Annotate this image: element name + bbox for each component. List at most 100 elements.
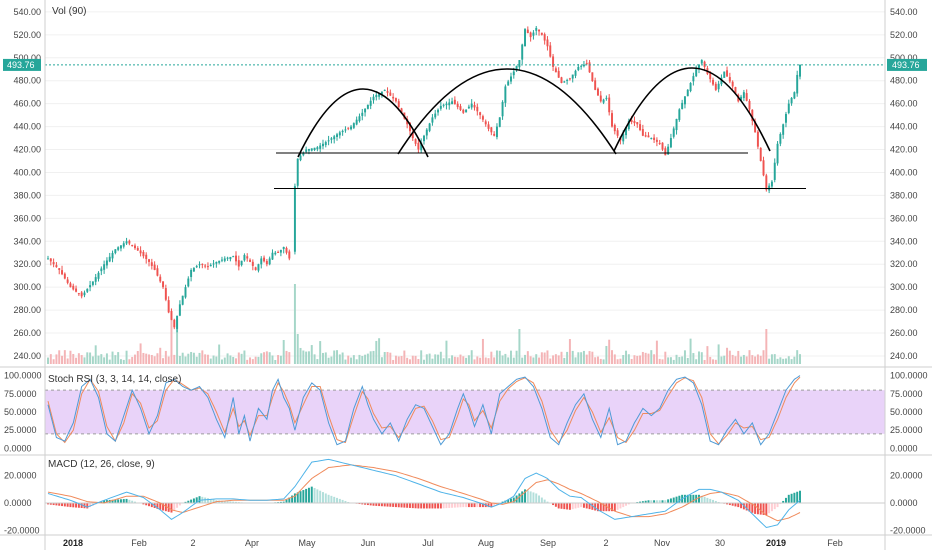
left-price-tick: 540.00 [13,7,41,17]
candle-body [759,147,762,161]
candle-body [58,268,61,270]
macd-histogram-bar [510,498,512,503]
macd-histogram-bar [712,499,714,503]
volume-bar [170,319,173,364]
left-price-tick: 340.00 [13,236,41,246]
macd-axis[interactable]: 20.0000 20.0000 0.0000 0.0000 -20.0000 -20.00… [4,471,926,536]
macd-pane[interactable]: MACD (12, 26, close, 9) [45,458,885,529]
macd-histogram-bar [235,501,237,503]
right-price-tick: 240.00 [890,351,918,361]
candle-body [462,109,465,113]
candle-body [681,102,684,110]
macd-histogram-bar [717,501,720,503]
macd-histogram-bar [616,503,619,510]
macd-histogram-bar [61,503,64,507]
volume-bar [108,359,111,364]
last-price-badge-right: 493.76 [887,58,927,71]
macd-histogram-bar [773,503,776,510]
macd-histogram-bar [434,503,437,509]
volume-bar [546,350,549,364]
candle-body [330,138,333,140]
macd-histogram-bar [653,500,656,503]
candle-body [77,293,80,295]
volume-bar [327,357,330,364]
candle-body [271,252,274,260]
candle-body [397,101,400,108]
candle-body [571,74,574,79]
left-price-axis[interactable]: 240.00 260.00 280.00 300.00 320.00 340.00 360.… [13,7,41,361]
candle-body [240,260,243,266]
volume-bar [625,350,628,364]
right-price-tick: 540.00 [890,7,918,17]
volume-bar [134,354,136,364]
stoch-rsi-tick-right: 75.0000 [890,389,923,399]
macd-histogram-bar [52,503,55,506]
macd-histogram-bar [338,498,341,503]
macd-histogram-bar [627,503,630,505]
macd-histogram-bar [451,503,454,508]
candle-body [164,288,167,300]
volume-bar [596,356,599,364]
volume-bar [94,345,97,364]
stoch-rsi-tick-right: 50.0000 [890,407,923,417]
macd-histogram-bar [709,498,712,503]
volume-bar [148,354,150,364]
macd-histogram-bar [131,500,134,503]
candle-body [114,249,117,254]
macd-histogram-bar [378,503,381,507]
candle-body [394,98,397,102]
macd-histogram-bar [543,499,546,503]
macd-histogram-bar [787,494,790,503]
right-price-tick: 280.00 [890,305,918,315]
macd-histogram-bar [535,493,538,503]
candle-body [518,60,521,68]
volume-bar [341,352,344,364]
macd-tick-left: 0.0000 [4,498,32,508]
volume-bar [515,350,518,364]
candle-body [63,273,66,279]
right-price-tick: 360.00 [890,213,918,223]
volume-bar [630,358,633,364]
macd-histogram-bar [467,503,470,508]
candle-body [425,129,428,136]
left-price-tick: 520.00 [13,30,41,40]
volume-bar [580,352,583,364]
time-axis-label: 2 [603,538,608,548]
macd-histogram-bar [698,494,700,503]
volume-bar [330,356,333,364]
macd-histogram-bar [313,488,316,503]
macd-histogram-bar [288,497,291,503]
candle-body [383,89,386,91]
volume-bar [622,355,625,364]
volume-bar [136,351,139,364]
volume-bar [799,354,801,364]
macd-histogram-bar [557,503,560,509]
macd-histogram-bar [344,500,347,503]
candle-body [512,71,515,76]
macd-histogram-bar [105,500,108,503]
stoch-rsi-axis[interactable]: 100.0000 100.0000 75.0000 75.0000 50.0000 50.… [4,371,928,454]
volume-bar [69,350,72,364]
macd-histogram-bar [291,495,294,503]
candle-body [364,108,367,113]
volume-bar [114,355,117,364]
volume-bar [358,354,361,364]
stoch-rsi-pane[interactable]: Stoch RSI (3, 3, 14, 14, close) [45,374,885,446]
candle-body [338,132,341,136]
time-axis[interactable]: 2018 Feb 2 Apr May Jun Jul Aug Sep 2 Nov 30 2019 Feb [63,538,843,548]
candle-body [669,138,672,148]
volume-bar [543,352,546,364]
candle-body [187,278,190,287]
macd-histogram-bar [577,503,580,508]
head-and-shoulders-drawing [274,67,806,190]
candle-body [229,256,232,260]
volume-bar [639,355,642,364]
right-price-tick: 440.00 [890,122,918,132]
right-price-axis[interactable]: 240.00 260.00 280.00 300.00 320.00 340.00 360.… [890,7,918,361]
right-price-tick: 480.00 [890,76,918,86]
volume-bar [386,351,389,364]
candle-body [299,155,302,161]
price-pane[interactable]: Vol (90) [45,6,885,364]
volume-bar [215,356,218,364]
candle-body [796,74,799,94]
